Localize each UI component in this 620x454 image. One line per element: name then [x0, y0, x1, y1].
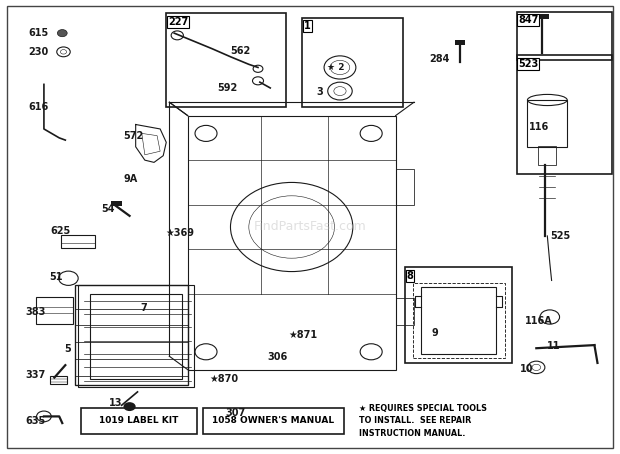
Text: FindPartsFast.com: FindPartsFast.com	[254, 221, 366, 233]
Bar	[538, 146, 556, 165]
Text: 1: 1	[304, 21, 311, 31]
Text: 572: 572	[123, 131, 144, 141]
Text: ★ 2: ★ 2	[327, 63, 344, 72]
Text: 11: 11	[547, 341, 561, 351]
Text: 307: 307	[226, 408, 246, 418]
Text: 525: 525	[551, 231, 570, 241]
Text: 13: 13	[109, 398, 123, 408]
Text: ★871: ★871	[288, 330, 317, 340]
Bar	[302, 18, 403, 107]
Text: 523: 523	[518, 59, 538, 69]
Bar	[413, 283, 505, 359]
Bar	[36, 297, 73, 324]
Bar	[81, 408, 197, 434]
Text: 383: 383	[25, 306, 46, 317]
Text: 230: 230	[29, 47, 49, 57]
Text: 615: 615	[29, 28, 49, 38]
Circle shape	[58, 30, 67, 37]
Text: 306: 306	[267, 352, 288, 362]
Bar	[527, 100, 567, 147]
Text: 625: 625	[50, 227, 70, 237]
Text: 9: 9	[431, 328, 438, 338]
Bar	[50, 376, 67, 384]
Bar	[396, 298, 414, 325]
Text: ★870: ★870	[209, 375, 238, 385]
Bar	[166, 13, 286, 107]
Text: 116: 116	[529, 122, 549, 132]
Text: 116A: 116A	[525, 316, 552, 326]
Bar	[90, 294, 182, 379]
Text: ★ REQUIRES SPECIAL TOOLS
TO INSTALL.  SEE REPAIR
INSTRUCTION MANUAL.: ★ REQUIRES SPECIAL TOOLS TO INSTALL. SEE…	[359, 404, 487, 438]
Bar	[422, 287, 496, 354]
Text: 847: 847	[518, 15, 538, 25]
Text: 562: 562	[231, 45, 250, 55]
Bar	[396, 169, 414, 205]
Text: 592: 592	[217, 83, 237, 93]
Text: 1058 OWNER'S MANUAL: 1058 OWNER'S MANUAL	[212, 416, 334, 425]
Text: 337: 337	[25, 370, 46, 380]
Text: 9A: 9A	[123, 174, 138, 184]
Text: 7: 7	[140, 303, 147, 313]
Bar	[78, 285, 194, 387]
Text: 284: 284	[429, 54, 450, 64]
Text: 51: 51	[49, 272, 63, 282]
Text: 616: 616	[29, 102, 49, 112]
Bar	[111, 201, 122, 206]
Text: 1019 LABEL KIT: 1019 LABEL KIT	[99, 416, 179, 425]
Bar	[74, 285, 188, 385]
Bar	[455, 40, 465, 45]
Text: 10: 10	[520, 364, 533, 374]
Bar	[538, 15, 549, 19]
Text: 8: 8	[407, 271, 414, 281]
Bar	[405, 267, 512, 363]
Bar	[516, 12, 611, 60]
Text: ★369: ★369	[165, 228, 194, 238]
Text: 54: 54	[101, 204, 114, 214]
Bar	[516, 55, 611, 173]
Bar	[61, 236, 95, 248]
Text: 3: 3	[316, 88, 323, 98]
Text: 5: 5	[64, 344, 71, 354]
Circle shape	[123, 402, 136, 411]
Bar	[203, 408, 343, 434]
Text: 227: 227	[168, 17, 188, 27]
Text: 635: 635	[25, 416, 46, 426]
